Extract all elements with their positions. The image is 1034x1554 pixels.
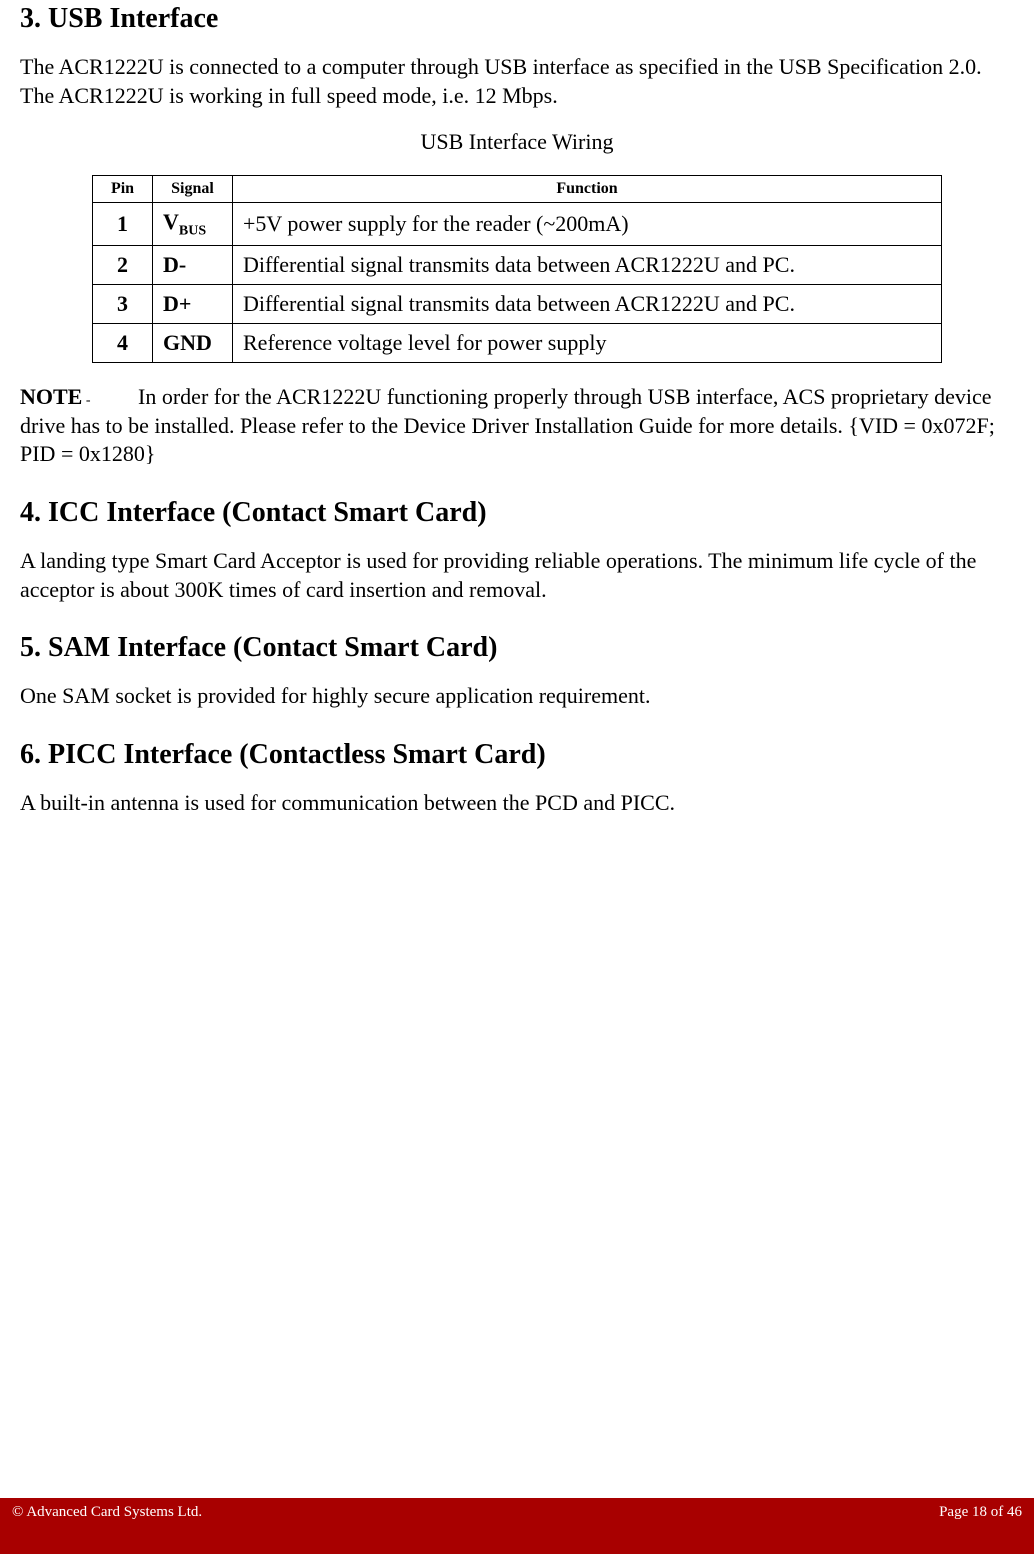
- table-row: 2 D- Differential signal transmits data …: [93, 246, 942, 285]
- section5-paragraph: One SAM socket is provided for highly se…: [20, 682, 1014, 711]
- table-row: 1 VBUS +5V power supply for the reader (…: [93, 202, 942, 245]
- section4-paragraph: A landing type Smart Card Acceptor is us…: [20, 547, 1014, 604]
- table-header-signal: Signal: [153, 175, 233, 202]
- table-header-row: Pin Signal Function: [93, 175, 942, 202]
- section4-heading: 4. ICC Interface (Contact Smart Card): [20, 497, 1014, 529]
- note-text: In order for the ACR1222U functioning pr…: [20, 384, 995, 466]
- note-label: NOTE: [20, 384, 82, 409]
- note-dash: -: [82, 393, 94, 408]
- table-row: 3 D+ Differential signal transmits data …: [93, 285, 942, 324]
- section6-heading: 6. PICC Interface (Contactless Smart Car…: [20, 739, 1014, 771]
- table-cell-pin: 1: [93, 202, 153, 245]
- table-cell-pin: 4: [93, 324, 153, 363]
- table-cell-pin: 2: [93, 246, 153, 285]
- table-cell-function: Differential signal transmits data betwe…: [233, 285, 942, 324]
- table-cell-pin: 3: [93, 285, 153, 324]
- footer-left: © Advanced Card Systems Ltd.: [12, 1504, 202, 1521]
- table-row: 4 GND Reference voltage level for power …: [93, 324, 942, 363]
- table-cell-signal: D-: [153, 246, 233, 285]
- section5-heading: 5. SAM Interface (Contact Smart Card): [20, 632, 1014, 664]
- table-header-pin: Pin: [93, 175, 153, 202]
- table-caption: USB Interface Wiring: [20, 128, 1014, 157]
- section3-heading: 3. USB Interface: [20, 3, 1014, 35]
- usb-wiring-table: Pin Signal Function 1 VBUS +5V power sup…: [92, 175, 942, 363]
- table-cell-function: Differential signal transmits data betwe…: [233, 246, 942, 285]
- table-cell-function: Reference voltage level for power supply: [233, 324, 942, 363]
- table-header-function: Function: [233, 175, 942, 202]
- table-cell-function: +5V power supply for the reader (~200mA): [233, 202, 942, 245]
- section3-paragraph: The ACR1222U is connected to a computer …: [20, 53, 1014, 110]
- page-footer: © Advanced Card Systems Ltd. Page 18 of …: [0, 1498, 1034, 1554]
- table-cell-signal: VBUS: [153, 202, 233, 245]
- section3-note: NOTE - In order for the ACR1222U functio…: [20, 383, 1014, 469]
- section6-paragraph: A built-in antenna is used for communica…: [20, 789, 1014, 818]
- table-cell-signal: D+: [153, 285, 233, 324]
- table-cell-signal: GND: [153, 324, 233, 363]
- footer-right: Page 18 of 46: [939, 1504, 1022, 1521]
